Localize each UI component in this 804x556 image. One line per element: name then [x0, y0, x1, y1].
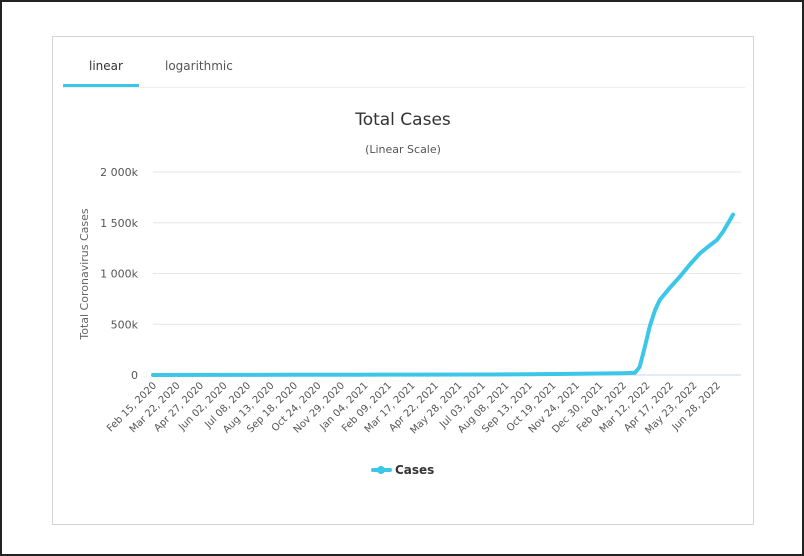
legend-marker	[377, 466, 385, 474]
chart-subtitle: (Linear Scale)	[365, 143, 441, 156]
series-line-cases	[151, 212, 735, 377]
chart-title: Total Cases	[354, 110, 451, 130]
legend-label: Cases	[395, 463, 434, 477]
tab-logarithmic[interactable]: logarithmic	[165, 59, 233, 73]
y-axis-label: Total Coronavirus Cases	[78, 208, 91, 341]
y-tick-label: 1 000k	[100, 268, 138, 281]
y-tick-label: 1 500k	[100, 217, 138, 230]
chart-card: linear logarithmic	[52, 36, 754, 525]
scale-tabs: linear logarithmic	[63, 49, 745, 88]
tab-linear[interactable]: linear	[89, 59, 123, 73]
y-tick-label: 0	[131, 369, 138, 382]
active-tab-indicator	[63, 84, 139, 87]
y-tick-label: 2 000k	[100, 166, 138, 179]
y-tick-label: 500k	[111, 318, 139, 331]
legend-item-cases[interactable]: Cases	[371, 463, 434, 477]
